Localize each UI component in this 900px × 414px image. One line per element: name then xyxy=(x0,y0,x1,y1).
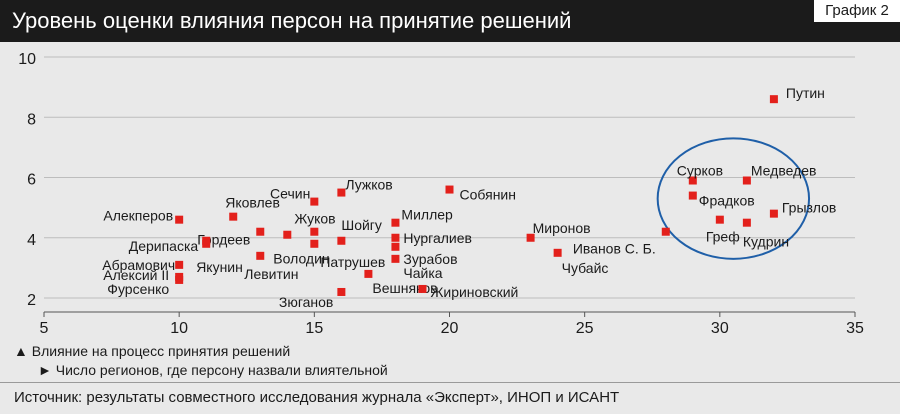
data-point xyxy=(337,236,346,245)
data-point xyxy=(391,254,400,263)
point-label: Греф xyxy=(706,229,740,245)
x-tick-label: 30 xyxy=(711,320,729,337)
data-point xyxy=(526,233,535,242)
point-label: Левитин xyxy=(244,266,298,282)
point-label: Шойгу xyxy=(341,217,382,233)
data-point xyxy=(229,212,238,221)
y-tick-label: 10 xyxy=(18,51,36,68)
point-label: Зурабов xyxy=(403,251,457,267)
y-tick-label: 8 xyxy=(27,111,36,128)
point-label: Собянин xyxy=(460,187,516,203)
data-point xyxy=(742,218,751,227)
point-label: Гордеев xyxy=(197,232,250,248)
x-tick-label: 15 xyxy=(305,320,323,337)
data-point xyxy=(256,251,265,260)
point-label: Володин xyxy=(273,251,329,267)
point-label: Зюганов xyxy=(279,294,334,310)
point-label: Сечин xyxy=(270,186,310,202)
point-label: Жириновский xyxy=(430,284,518,300)
data-point xyxy=(661,227,670,236)
data-point xyxy=(175,275,184,284)
point-label: Фрадков xyxy=(699,193,755,209)
data-point xyxy=(418,284,427,293)
title-bar: Уровень оценки влияния персон на приняти… xyxy=(0,0,900,42)
data-point xyxy=(688,191,697,200)
point-label: Кудрин xyxy=(743,234,789,250)
data-point xyxy=(337,188,346,197)
data-point xyxy=(715,215,724,224)
data-point xyxy=(256,227,265,236)
point-label: Абрамович xyxy=(102,257,175,273)
y-tick-label: 6 xyxy=(27,172,36,189)
point-label: Чайка xyxy=(403,265,442,281)
data-point xyxy=(310,227,319,236)
point-label: Миронов xyxy=(533,220,591,236)
point-label: Иванов С. Б. xyxy=(573,241,656,257)
point-label: Грызлов xyxy=(782,200,836,216)
data-point xyxy=(688,176,697,185)
y-tick-label: 2 xyxy=(27,292,36,309)
triangle-right-icon: ► xyxy=(38,362,52,378)
point-label: Жуков xyxy=(294,211,335,227)
data-point xyxy=(202,239,211,248)
data-point xyxy=(391,233,400,242)
data-point xyxy=(175,260,184,269)
scatter-chart: 2 4 6 8 10 5 10 15 20 25 30 35 Путин Медведев Сурков Фр… xyxy=(18,51,864,337)
highlight-ellipse xyxy=(656,137,811,260)
x-tick-label: 10 xyxy=(170,320,188,337)
point-label: Дерипаска xyxy=(129,238,199,254)
chart-title: Уровень оценки влияния персон на приняти… xyxy=(12,8,572,33)
data-point xyxy=(769,95,778,104)
point-label: Патрушев xyxy=(320,254,385,270)
data-point xyxy=(337,287,346,296)
point-label: Миллер xyxy=(401,207,453,223)
data-point xyxy=(391,242,400,251)
footer-divider xyxy=(0,382,900,383)
data-point xyxy=(364,269,373,278)
legend-x-label: Число регионов, где персону назвали влия… xyxy=(55,362,388,378)
x-tick-label: 25 xyxy=(576,320,594,337)
data-point xyxy=(391,218,400,227)
point-label: Сурков xyxy=(677,163,723,179)
legend-x-axis: ► Число регионов, где персону назвали вл… xyxy=(38,361,388,379)
data-point xyxy=(310,239,319,248)
y-tick-label: 4 xyxy=(27,232,36,249)
data-point xyxy=(769,209,778,218)
point-label: Вешняков xyxy=(372,280,437,296)
source-note: Источник: результаты совместного исследо… xyxy=(14,389,620,406)
point-label: Медведев xyxy=(751,163,817,179)
triangle-up-icon: ▲ xyxy=(14,343,28,359)
point-label: Фурсенко xyxy=(107,281,169,297)
point-label: Алекперов xyxy=(103,208,173,224)
data-point xyxy=(445,185,454,194)
point-label: Путин xyxy=(786,85,825,101)
point-label: Алексий II xyxy=(103,267,169,283)
graph-number-badge: График 2 xyxy=(814,0,900,22)
data-point xyxy=(310,197,319,206)
data-point xyxy=(175,215,184,224)
legend-y-label: Влияние на процесс принятия решений xyxy=(31,343,291,359)
data-point xyxy=(553,248,562,257)
point-label: Яковлев xyxy=(225,195,280,211)
x-tick-label: 5 xyxy=(40,320,49,337)
x-tick-label: 35 xyxy=(846,320,864,337)
point-label: Чубайс xyxy=(562,260,609,276)
data-point xyxy=(742,176,751,185)
x-tick-label: 20 xyxy=(441,320,459,337)
point-label: Лужков xyxy=(345,177,392,193)
point-label: Нургалиев xyxy=(403,230,472,246)
point-label: Якунин xyxy=(196,259,243,275)
data-point xyxy=(283,230,292,239)
legend-y-axis: ▲ Влияние на процесс принятия решений xyxy=(14,342,290,360)
